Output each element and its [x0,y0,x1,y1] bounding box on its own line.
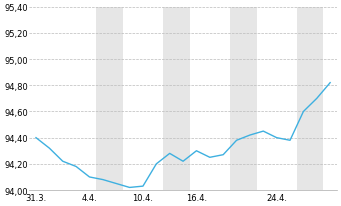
Bar [163,8,190,190]
Bar [96,8,123,190]
Bar [297,8,324,190]
Bar [3,8,29,190]
Bar [230,8,257,190]
